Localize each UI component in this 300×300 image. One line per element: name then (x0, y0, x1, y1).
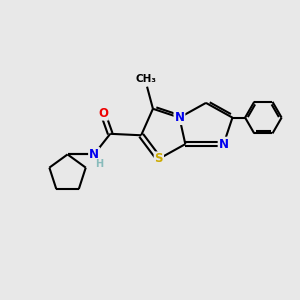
Text: N: N (89, 148, 99, 161)
Text: O: O (98, 107, 108, 120)
Text: S: S (154, 152, 163, 165)
Text: N: N (219, 138, 229, 151)
Text: N: N (174, 111, 184, 124)
Text: H: H (95, 159, 104, 169)
Text: CH₃: CH₃ (135, 74, 156, 84)
